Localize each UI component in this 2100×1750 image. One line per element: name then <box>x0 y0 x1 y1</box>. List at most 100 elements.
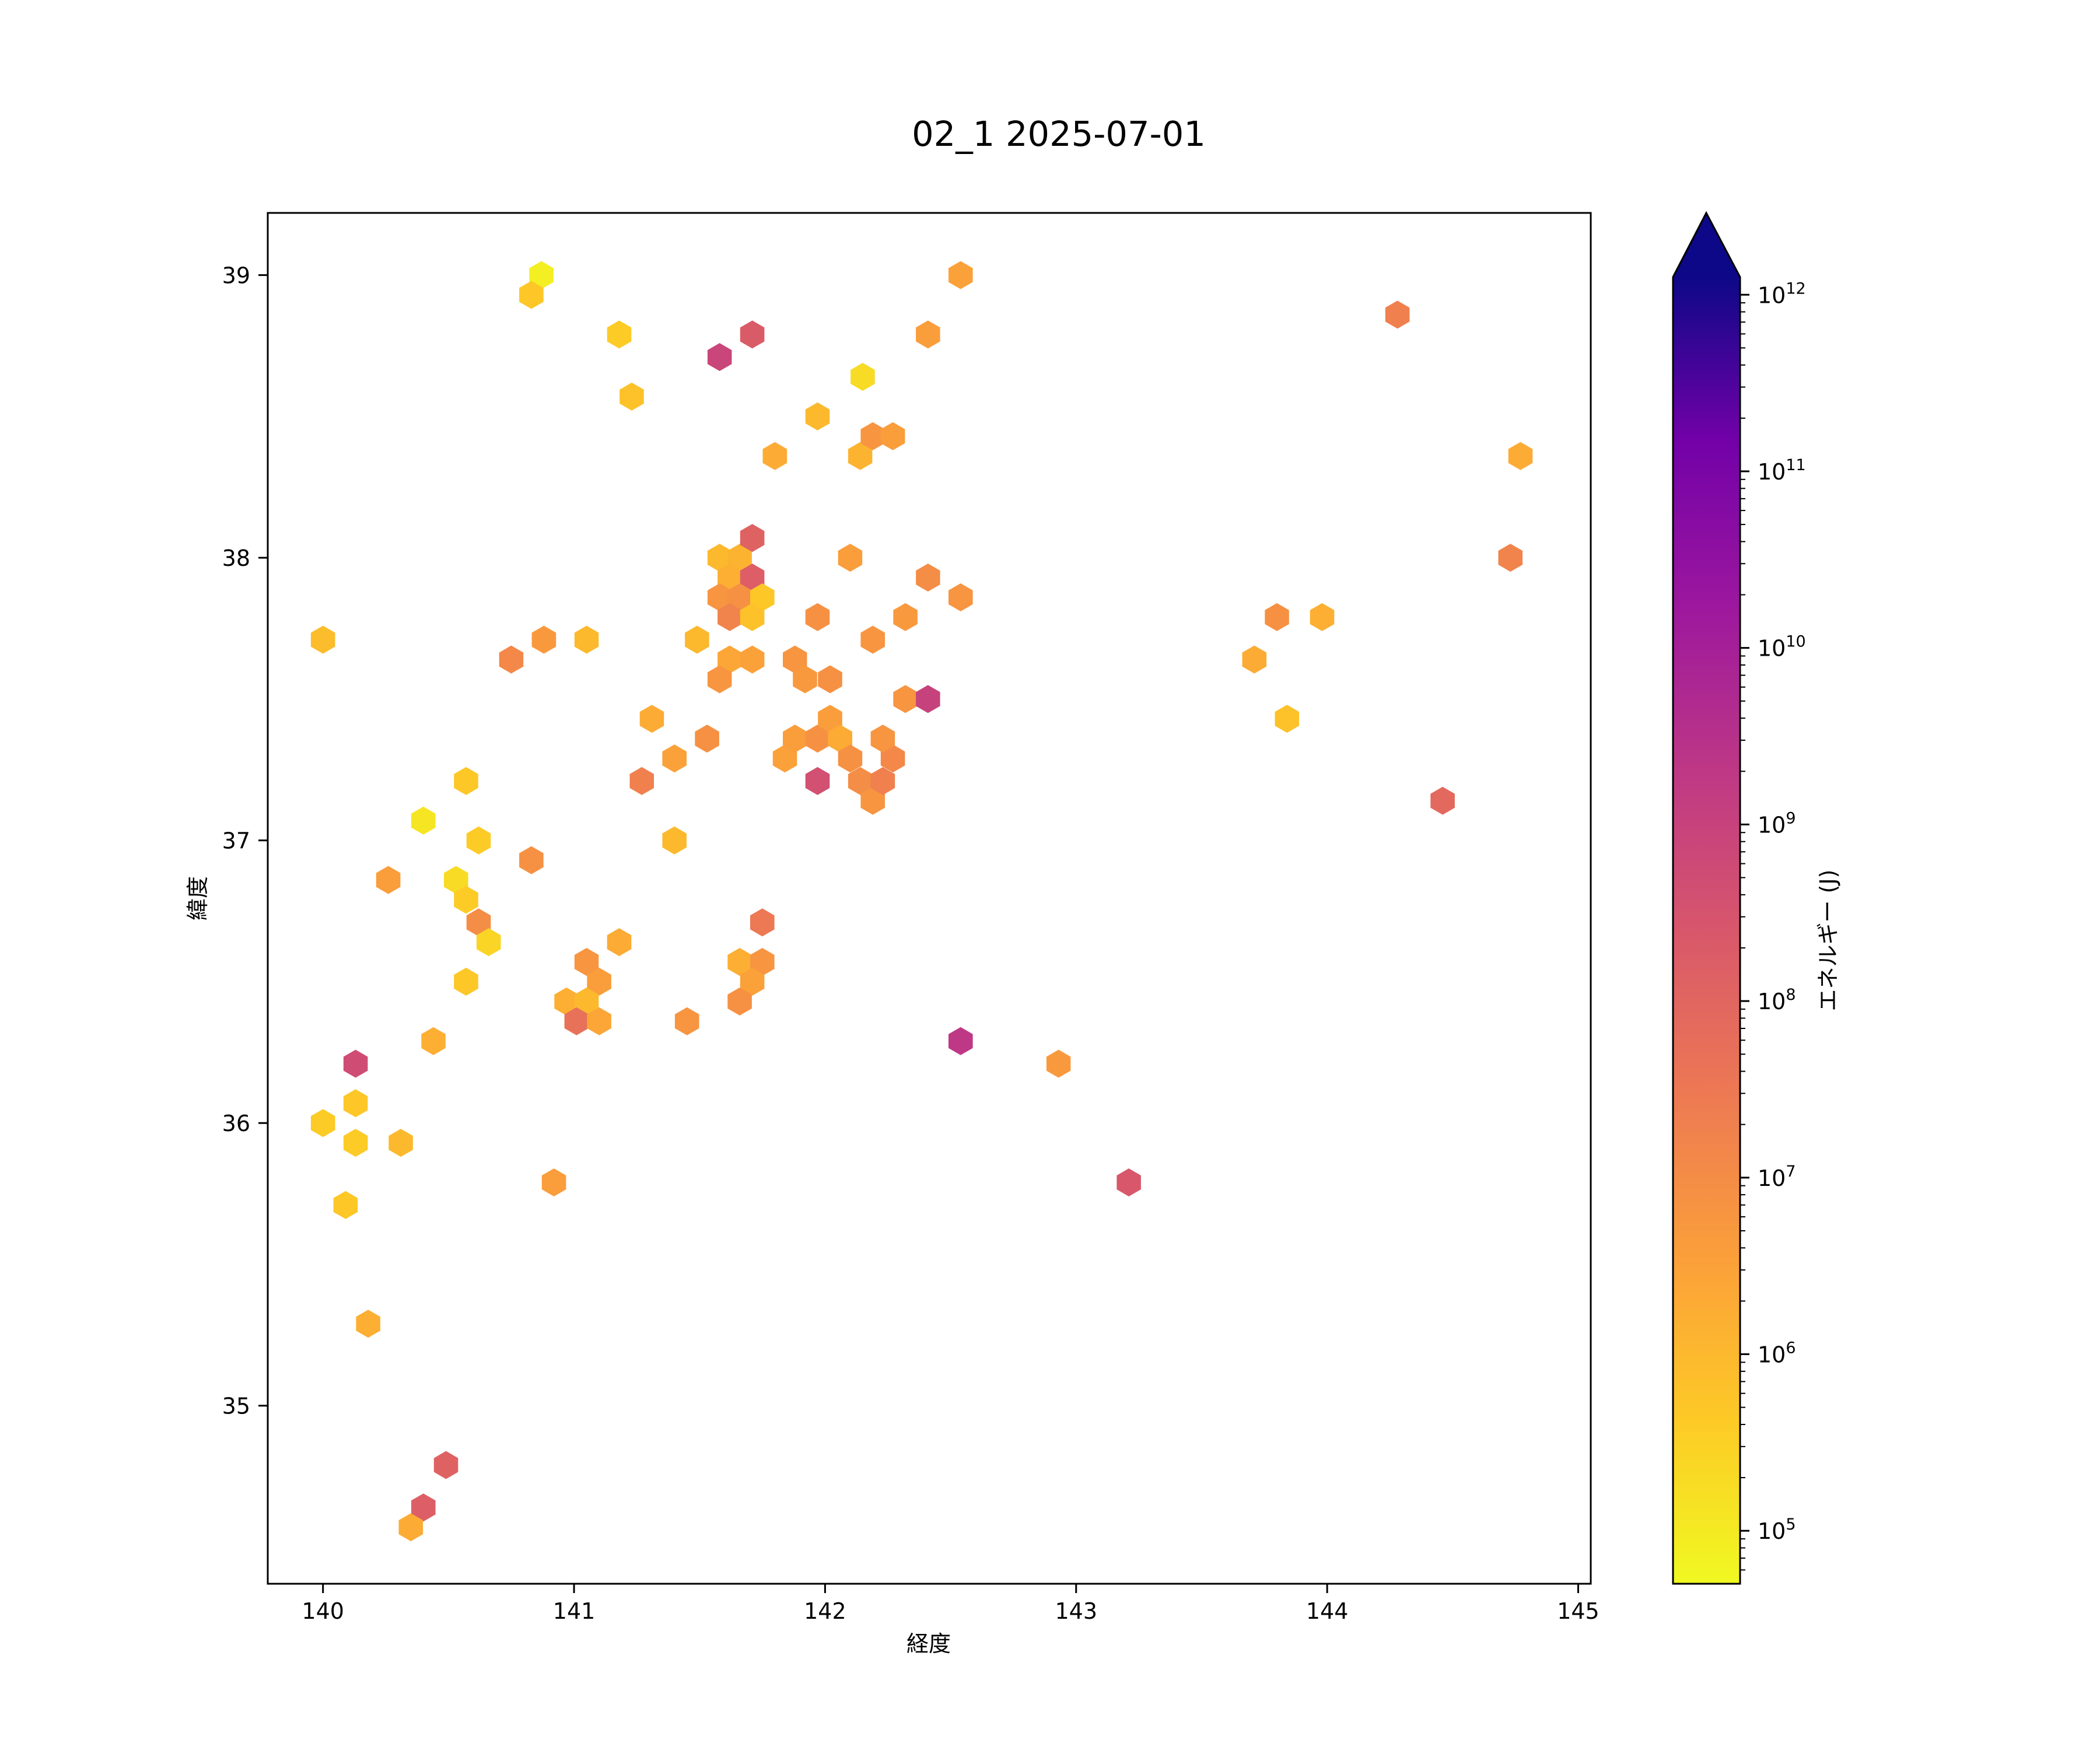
hexbin-cell <box>828 724 852 753</box>
hexbin-cell <box>376 866 401 894</box>
hexbin-cell <box>1242 645 1267 674</box>
hexbin-cell <box>916 320 940 349</box>
hexbin-cell <box>1430 786 1455 815</box>
hexbin-cell <box>850 363 875 391</box>
hexbin-cell <box>1265 603 1289 631</box>
hexbin-cell <box>454 766 478 795</box>
y-axis-label: 緯度 <box>185 876 211 921</box>
hexbin-cell <box>1116 1168 1141 1196</box>
hexbin-cell <box>574 987 599 1016</box>
hexbin-cell <box>880 422 905 450</box>
x-tick-label: 142 <box>804 1598 846 1624</box>
hexbin-cell <box>818 665 842 694</box>
hexbin-cell <box>662 826 687 855</box>
colorbar-tick-label: 1010 <box>1758 633 1806 662</box>
hexbin-cell <box>1385 300 1410 329</box>
hexbin-cell <box>421 1027 446 1055</box>
x-tick-label: 145 <box>1557 1598 1600 1624</box>
hexbin-cell <box>740 603 765 631</box>
hexbin-cell <box>1508 442 1533 470</box>
hexbin-cell <box>411 806 436 835</box>
hexbin-cell <box>860 422 885 450</box>
colorbar-tick-label: 107 <box>1758 1163 1796 1191</box>
hexbin-cell <box>838 544 863 572</box>
hexbin-cell <box>848 766 873 795</box>
colorbar-tick-label: 1011 <box>1758 456 1806 485</box>
hexbin-cell <box>554 987 579 1016</box>
hexbin-cell <box>727 987 752 1016</box>
hexbin-cell <box>356 1310 380 1338</box>
hexbin-cell <box>695 724 719 753</box>
hexbin-cell <box>740 524 765 552</box>
hexbin-cell <box>707 583 732 611</box>
hexbin-cell <box>805 402 830 430</box>
hexbin-cell <box>727 948 752 976</box>
hexbin-cell <box>310 1109 335 1138</box>
hexbin-cell <box>718 603 742 631</box>
hexbin-cell <box>343 1129 368 1157</box>
hexbin-cell <box>519 846 544 874</box>
colorbar-ticks: 105 106 107 108 109 1010 1011 1012 <box>1740 279 1806 1571</box>
hexbin-cell <box>574 625 599 654</box>
hexbin-cell <box>848 442 873 470</box>
hexbin-cell <box>707 665 732 694</box>
hexbin-cell <box>893 603 918 631</box>
hexbin-cell <box>750 583 775 611</box>
colorbar-tick-label: 105 <box>1758 1516 1796 1544</box>
colorbar: 105 106 107 108 109 1010 1011 1012 エネルギー (J) <box>1672 211 1841 1585</box>
hexbin-cell <box>916 685 940 713</box>
hexbin-cell <box>411 1493 436 1522</box>
hexbin-cell <box>519 281 544 309</box>
colorbar-gradient <box>1673 277 1740 1584</box>
chart-title: 02_1 2025-07-01 <box>912 114 1206 154</box>
hexbin-cell <box>707 343 732 372</box>
x-tick-label: 144 <box>1306 1598 1349 1624</box>
y-tick-label: 36 <box>222 1111 250 1136</box>
hexbin-cell <box>1498 544 1523 572</box>
hexbin-cell <box>727 544 752 572</box>
hexbin-cell <box>740 967 765 996</box>
hexbin-cell <box>805 724 830 753</box>
hexbin-cell <box>444 866 468 894</box>
hexbin-cell <box>818 705 842 733</box>
y-axis: 35 36 37 38 39 <box>222 263 268 1419</box>
hexbin-cell <box>620 382 644 411</box>
plot-background <box>268 213 1591 1584</box>
hexbin-cell <box>740 645 765 674</box>
hexbin-cell <box>893 685 918 713</box>
hexbin-cell <box>333 1191 358 1219</box>
x-tick-label: 143 <box>1055 1598 1097 1624</box>
hexbin-cell <box>639 705 664 733</box>
hexbin-cell <box>1046 1049 1071 1078</box>
hexbin-cell <box>860 786 885 815</box>
colorbar-tick-label: 109 <box>1758 809 1796 838</box>
hexbin-cell <box>674 1007 699 1035</box>
hexbin-cell <box>949 1027 973 1055</box>
hexbin-cell <box>805 603 830 631</box>
hexbin-cell <box>564 1007 589 1035</box>
hexbin-layer <box>310 261 1533 1542</box>
colorbar-tick-label: 1012 <box>1758 279 1806 308</box>
x-axis: 140 141 142 143 144 145 <box>302 1584 1600 1624</box>
hexbin-cell <box>783 724 807 753</box>
hexbin-cell <box>310 625 335 654</box>
hexbin-cell <box>860 625 885 654</box>
hexbin-cell <box>433 1451 459 1479</box>
hexbin-cell <box>531 625 556 654</box>
x-tick-label: 140 <box>302 1598 344 1624</box>
x-axis-label: 経度 <box>907 1631 951 1657</box>
hexbin-cell <box>343 1089 368 1118</box>
hexbin-cell <box>805 766 830 795</box>
y-tick-label: 35 <box>222 1394 250 1419</box>
hexbin-cell <box>772 744 797 773</box>
hexbin-cell <box>466 908 491 937</box>
hexbin-cell <box>629 766 654 795</box>
y-tick-label: 38 <box>222 545 250 571</box>
hexbin-cell <box>880 744 905 773</box>
hexbin-cell <box>388 1129 413 1157</box>
hexbin-cell <box>343 1049 368 1078</box>
colorbar-outline <box>1672 211 1741 1585</box>
hexbin-cell <box>499 645 524 674</box>
hexbin-cell <box>587 1007 611 1035</box>
